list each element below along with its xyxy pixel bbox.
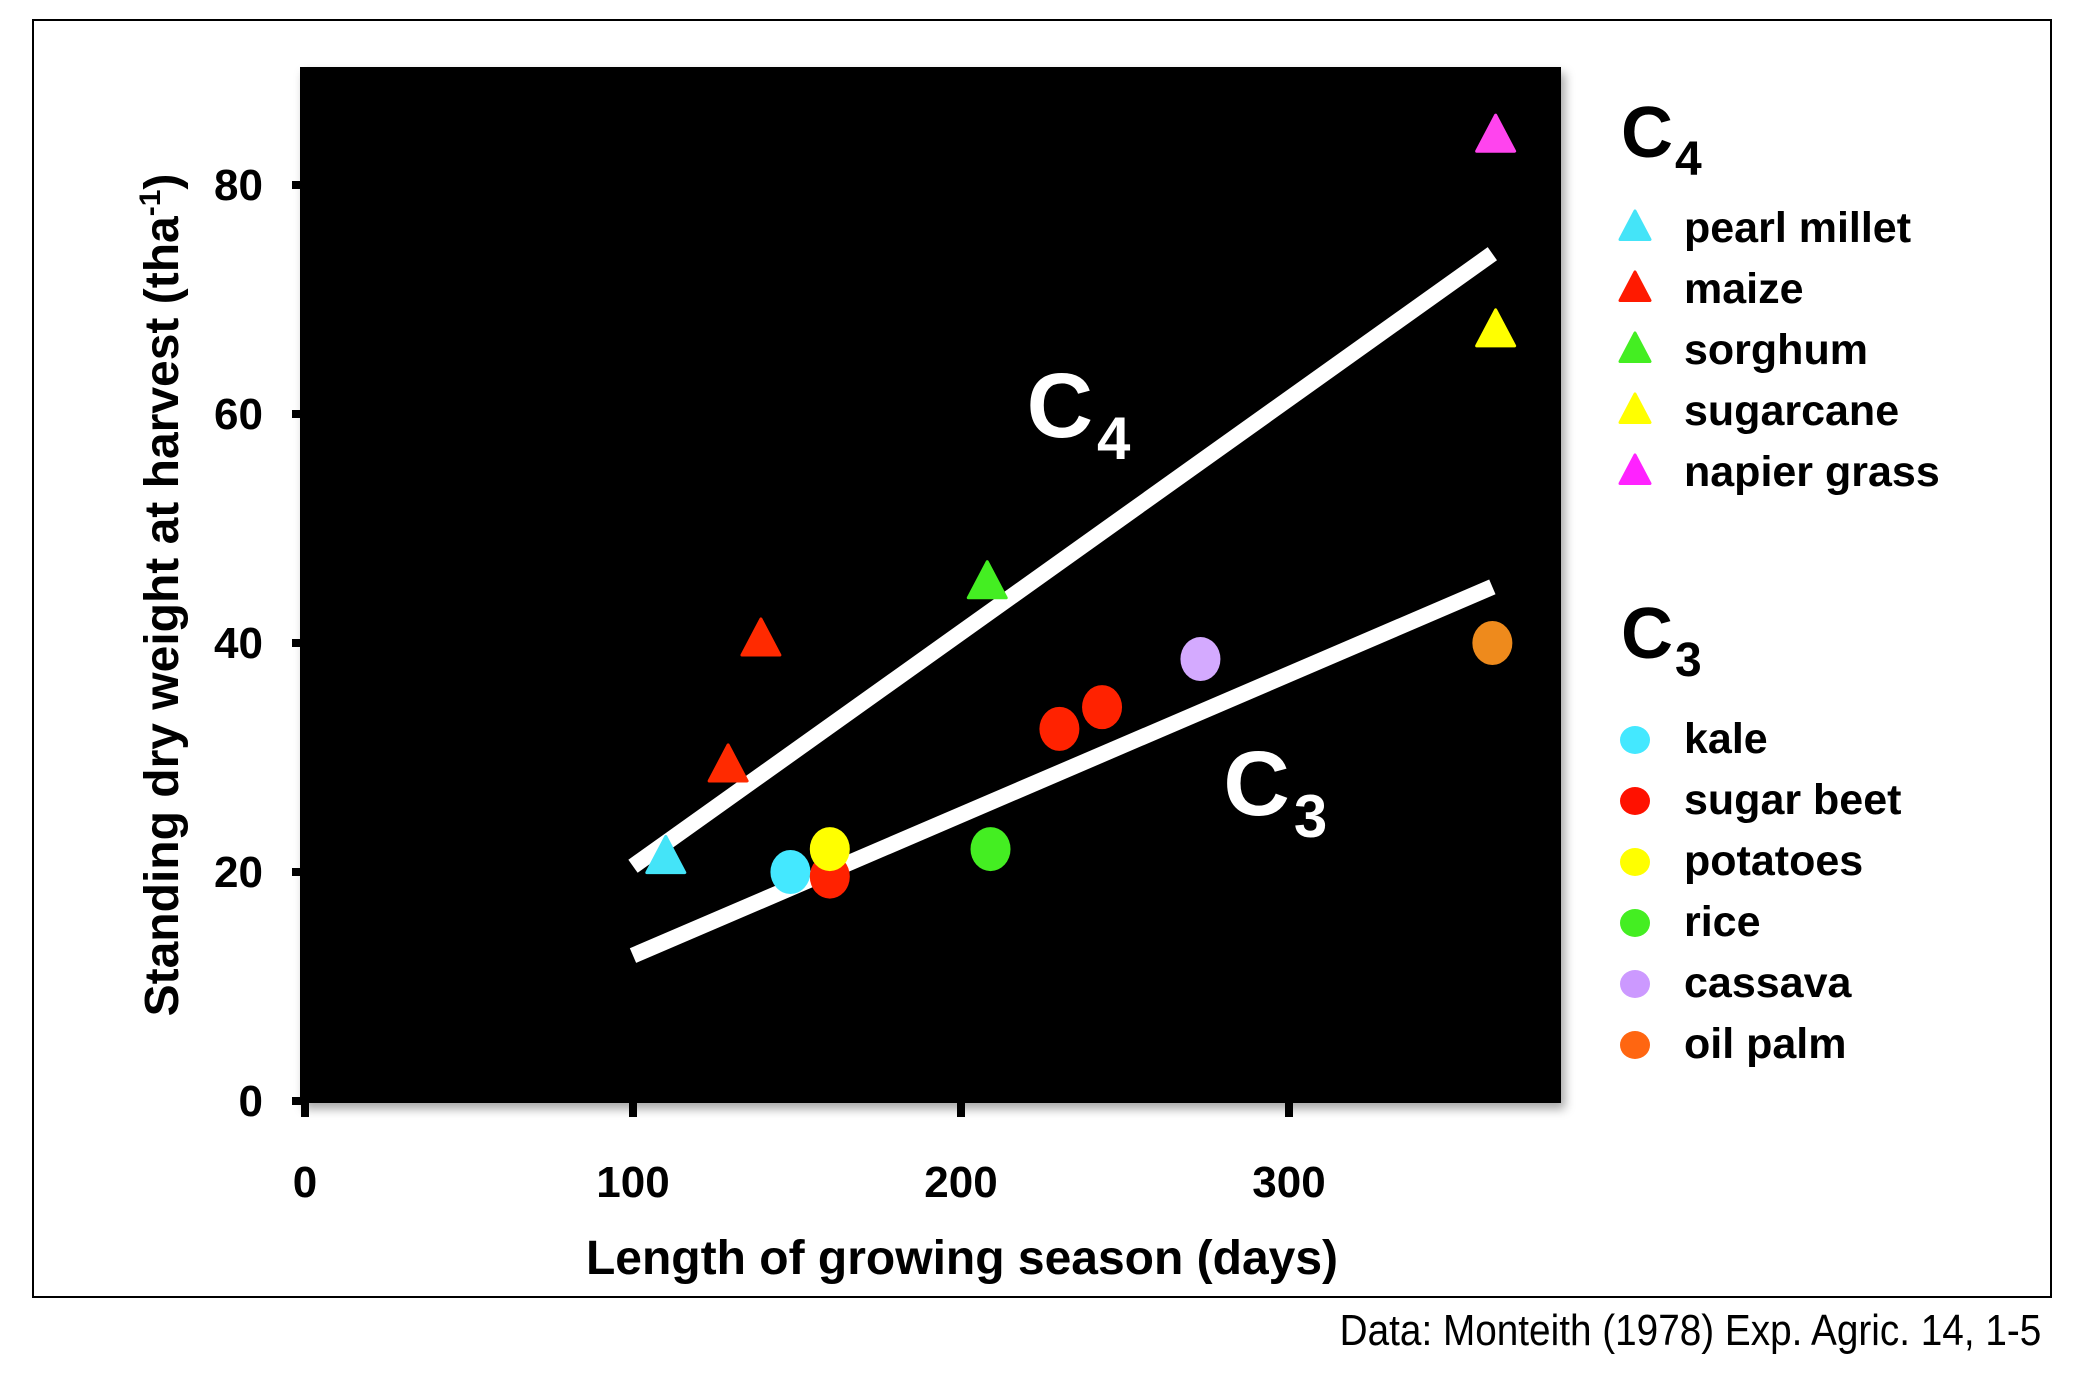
trendline-label-subscript: 3 <box>1294 783 1327 850</box>
legend-label: maize <box>1684 265 1804 313</box>
legend-heading-subscript: 4 <box>1675 133 1702 186</box>
x-tick-mark <box>1285 1100 1293 1117</box>
legend-marker-triangle <box>1618 331 1652 363</box>
legend-marker-triangle <box>1618 209 1652 241</box>
legend-item-sorghum: sorghum <box>1618 326 1868 374</box>
legend-marker-circle <box>1620 726 1650 754</box>
trendline-c3 <box>629 579 1496 963</box>
point-cassava <box>1180 637 1221 682</box>
figure-frame <box>32 19 2052 1298</box>
legend-label: sorghum <box>1684 326 1868 374</box>
point-rice <box>970 827 1011 872</box>
y-tick-label: 0 <box>239 1077 263 1126</box>
legend-item-pearl-millet: pearl millet <box>1618 204 1911 252</box>
y-axis-title-main: Standing dry weight at harvest (tha <box>136 216 189 1016</box>
point-maize <box>740 617 782 657</box>
legend-item-potatoes: potatoes <box>1620 837 1863 885</box>
y-tick-label: 80 <box>214 161 263 210</box>
point-pearl-millet <box>645 834 687 875</box>
legend-marker-circle <box>1620 848 1650 876</box>
point-napier-grass <box>1475 113 1517 153</box>
trendline-label: C4 <box>1027 355 1131 472</box>
legend-item-napier-grass: napier grass <box>1618 448 1940 496</box>
y-tick-label: 40 <box>214 619 263 668</box>
trendlines <box>628 247 1498 963</box>
y-tick-label: 60 <box>214 390 263 439</box>
legend-label: oil palm <box>1684 1020 1846 1068</box>
legend-marker-triangle <box>1618 453 1652 485</box>
legend-item-rice: rice <box>1620 898 1761 946</box>
point-sorghum <box>966 560 1008 600</box>
legend-marker-triangle <box>1618 270 1652 302</box>
x-tick-label: 300 <box>1252 1158 1325 1207</box>
y-axis-title-superscript: -1 <box>134 190 167 217</box>
source-note: Data: Monteith (1978) Exp. Agric. 14, 1-… <box>1339 1306 2041 1355</box>
point-kale <box>770 850 811 894</box>
legend-heading-main: C <box>1621 594 1673 674</box>
trendline-label-subscript: 4 <box>1097 405 1131 472</box>
point-potatoes <box>809 827 850 872</box>
plot-background <box>300 67 1561 1103</box>
legend-label: pearl millet <box>1684 204 1911 252</box>
legend-heading-subscript: 3 <box>1675 634 1702 687</box>
y-tick-mark <box>292 410 302 418</box>
point-sugar-beet <box>1082 685 1123 730</box>
x-tick-label: 100 <box>596 1158 669 1207</box>
point-maize <box>707 743 749 783</box>
x-tick-mark <box>301 1100 309 1117</box>
y-axis-title: Standing dry weight at harvest (tha-1) <box>134 174 189 1017</box>
legend-heading: C4 <box>1621 93 1702 186</box>
trendline-c4 <box>628 247 1498 873</box>
trendline-label-main: C <box>1223 733 1289 835</box>
legend-marker-circle <box>1620 909 1650 937</box>
legend-marker-triangle <box>1618 392 1652 424</box>
legend-label: sugar beet <box>1684 776 1901 824</box>
legend-label: cassava <box>1684 959 1852 1007</box>
legend-label: napier grass <box>1684 448 1940 496</box>
y-tick-mark <box>292 181 302 189</box>
y-tick-mark <box>292 639 302 647</box>
y-tick-mark <box>292 868 302 876</box>
point-sugar-beet <box>1039 706 1080 751</box>
legend-marker-circle <box>1620 970 1650 998</box>
legend-item-maize: maize <box>1618 265 1804 313</box>
x-tick-mark <box>957 1100 965 1117</box>
x-tick-label: 200 <box>924 1158 997 1207</box>
trendline-label: C3 <box>1223 733 1327 850</box>
legend-label: rice <box>1684 898 1761 946</box>
legend-item-kale: kale <box>1620 715 1768 763</box>
legend-item-sugarcane: sugarcane <box>1618 387 1899 435</box>
legend-label: kale <box>1684 715 1768 763</box>
y-tick-mark <box>292 1097 302 1105</box>
trendline-label-main: C <box>1027 355 1093 457</box>
legend-item-cassava: cassava <box>1620 959 1852 1007</box>
legend-marker-circle <box>1620 1031 1650 1059</box>
legend-label: sugarcane <box>1684 387 1899 435</box>
legend-label: potatoes <box>1684 837 1863 885</box>
y-axis-title-close: ) <box>136 174 189 190</box>
data-points <box>645 113 1517 899</box>
legend-marker-circle <box>1620 787 1650 815</box>
y-tick-label: 20 <box>214 848 263 897</box>
point-oil-palm <box>1472 621 1513 665</box>
legend-heading-main: C <box>1621 93 1673 173</box>
legend-item-sugar-beet: sugar beet <box>1620 776 1901 824</box>
axes: 0 20 40 60 80 0 100 200 300 <box>214 161 1326 1207</box>
legend-item-oil-palm: oil palm <box>1620 1020 1846 1068</box>
legend-heading: C3 <box>1621 594 1702 687</box>
x-tick-label: 0 <box>293 1158 317 1207</box>
point-sugarcane <box>1475 308 1517 348</box>
x-axis-title: Length of growing season (days) <box>586 1232 1338 1285</box>
x-tick-mark <box>629 1100 637 1117</box>
